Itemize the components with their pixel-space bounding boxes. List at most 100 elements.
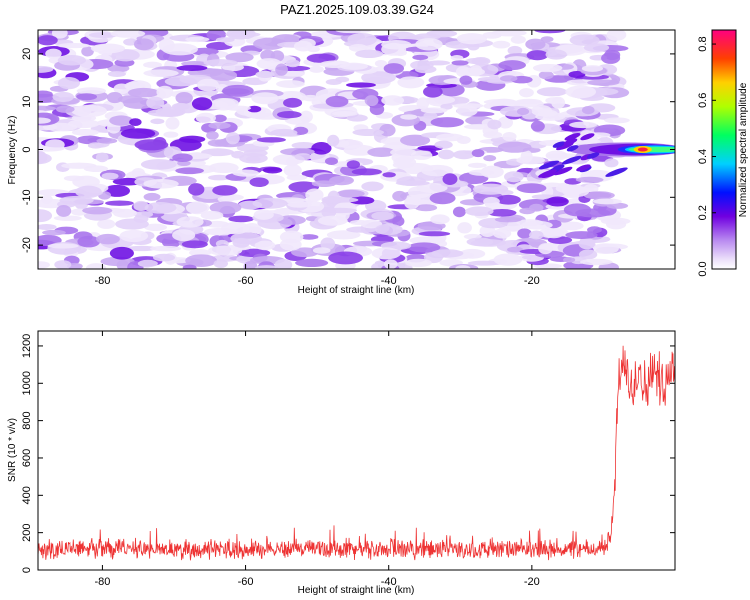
spectrogram-cell — [452, 150, 475, 160]
spectrogram-cell — [371, 247, 401, 260]
spectrogram-cell — [530, 120, 545, 132]
spectrogram-cell — [456, 105, 478, 117]
spectrogram-cell — [538, 70, 554, 80]
spectrogram-cell — [381, 95, 405, 106]
spectrogram-x-ticks: -80 -60 -40 -20 — [94, 30, 540, 287]
spectrogram-cell — [126, 245, 157, 252]
spectrogram-cell — [414, 204, 438, 212]
spectrogram-cell — [415, 38, 443, 51]
spectrogram-cell — [565, 231, 598, 239]
spectrogram-cell — [412, 54, 429, 61]
spectrogram-cell — [85, 263, 107, 269]
spectrogram-cell — [395, 180, 430, 186]
spectrogram-cell — [456, 136, 471, 145]
spectrogram-cell — [538, 160, 560, 170]
spectrogram-y-axis-label: Frequency (Hz) — [7, 116, 18, 185]
spectrogram-cell — [317, 215, 348, 226]
spectrogram-cell — [587, 79, 620, 86]
spectrogram-cell — [176, 65, 208, 71]
spectrogram-cell — [253, 209, 274, 220]
spectrogram-cell — [543, 228, 565, 239]
spectrogram-cell — [336, 189, 365, 198]
spectrogram-cell — [249, 177, 269, 187]
spectrogram-cell — [526, 50, 549, 61]
spectrogram-cell — [158, 38, 175, 52]
spectrogram-cell — [217, 195, 235, 203]
spectrogram-cell — [101, 172, 119, 180]
spectrogram-cell — [390, 148, 417, 157]
spectrogram-cell — [497, 141, 532, 153]
spectrogram-cell — [516, 219, 544, 227]
spectrogram-cell — [480, 165, 504, 179]
spectrogram-cell — [487, 119, 502, 130]
spectrogram-cell — [301, 94, 320, 102]
spectrogram-cell — [119, 229, 149, 243]
spectrogram-cell — [538, 169, 557, 178]
spectrogram-cell — [165, 117, 180, 130]
spectrogram-cell — [429, 192, 456, 205]
colorbar: 0.0 0.2 0.4 0.6 0.8 Normalized spectral ampl… — [697, 29, 749, 277]
spectrogram-cell — [71, 129, 99, 136]
spectrogram-cell — [552, 141, 566, 148]
spectrogram-cell — [75, 185, 102, 198]
spectrogram-cell — [275, 63, 288, 76]
spectrogram-cell — [564, 133, 581, 141]
spectrogram-cell — [38, 209, 53, 223]
spectrogram-cell — [134, 139, 169, 151]
spectrogram-cell — [221, 221, 250, 235]
spectrogram-cell — [255, 265, 279, 269]
spectrogram-cell — [467, 260, 502, 266]
spectrogram-cell — [209, 69, 238, 81]
spectrogram-cell — [434, 140, 453, 149]
spectrogram-cell — [352, 128, 385, 136]
spectrogram-cell — [40, 194, 53, 204]
spectrogram-cell — [562, 185, 590, 198]
spectrogram-cell — [207, 139, 231, 147]
spectrogram-cell — [517, 228, 532, 239]
spectrogram-cell — [171, 102, 190, 111]
spectrogram-cell — [510, 35, 526, 44]
spectrogram-cell — [431, 249, 464, 258]
spectrogram-cell — [578, 249, 598, 260]
spectrogram-cell — [175, 167, 204, 175]
spectrogram-cell — [339, 62, 369, 70]
spectrogram-cell — [605, 219, 627, 230]
snr-x-axis-label: Height of straight line (km) — [298, 585, 415, 596]
spectrogram-cell — [587, 226, 602, 234]
spectrogram-cell — [270, 128, 298, 137]
spectrogram-panel: -80 -60 -40 -20 -20 -10 0 10 20 Height of strai… — [7, 29, 676, 296]
spectrogram-cell — [106, 122, 121, 134]
spectrogram-x-axis-label: Height of straight line (km) — [298, 285, 415, 296]
spectrogram-cell — [452, 206, 466, 218]
spectrogram-cell — [45, 139, 65, 151]
spectrogram-cell — [565, 85, 597, 99]
spectrogram-cell — [487, 208, 517, 217]
spectrogram-cell — [53, 215, 82, 221]
spectrogram-cell — [153, 253, 176, 262]
spectrogram-cell — [285, 59, 300, 68]
spectrogram-cell — [540, 36, 554, 43]
snr-y-tick-label: 1000 — [21, 371, 33, 395]
snr-x-tick-label: -40 — [381, 576, 397, 588]
spectrogram-cell — [466, 237, 494, 247]
spectrogram-cell — [348, 196, 375, 205]
spectrogram-cell — [293, 40, 313, 52]
spectrogram-cell — [287, 201, 312, 208]
spectrogram-cell — [414, 65, 437, 74]
spectrogram-cell — [420, 107, 448, 114]
spectrogram-cell — [150, 118, 165, 125]
spectrogram-cell — [309, 65, 324, 73]
spectrogram-cell — [149, 245, 182, 252]
spectrogram-cell — [575, 176, 604, 183]
spectrogram-cell — [371, 211, 394, 221]
spectrogram-cell — [228, 215, 254, 223]
spectrogram-cell — [471, 56, 491, 66]
spectrogram-cell — [225, 132, 240, 145]
spectrogram-cell — [578, 237, 596, 250]
spectrogram-cell — [133, 38, 154, 51]
spectrogram-cell — [191, 97, 213, 111]
spectrogram-cell — [312, 247, 331, 254]
spectrogram-cell — [107, 70, 126, 77]
spectrogram-cell — [335, 76, 350, 83]
